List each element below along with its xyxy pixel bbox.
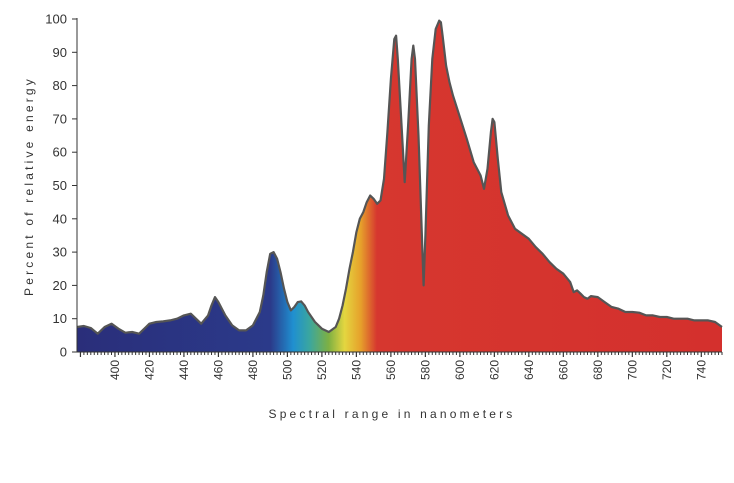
- y-tick-label: 90: [53, 45, 67, 60]
- x-tick-label: 460: [211, 360, 225, 380]
- x-tick-label: 640: [522, 360, 536, 380]
- x-tick-label: 680: [591, 360, 605, 380]
- x-tick-label: 500: [280, 360, 294, 380]
- y-tick-label: 70: [53, 111, 67, 126]
- y-tick-label: 10: [53, 311, 67, 326]
- y-tick-label: 0: [60, 345, 67, 360]
- x-tick-label: 600: [453, 360, 467, 380]
- y-axis-ticks: 0 10 20 30 40 50 60 70 80 90 100: [45, 12, 77, 360]
- x-tick-label: 540: [349, 360, 363, 380]
- x-axis-ticks: 400 420 440 460 480 500 520 540 560 580 600 620 640 6…: [108, 360, 708, 380]
- x-tick-label: 440: [177, 360, 191, 380]
- x-axis-title: Spectral range in nanometers: [268, 407, 515, 421]
- y-tick-label: 40: [53, 211, 67, 226]
- x-tick-label: 620: [487, 360, 501, 380]
- x-tick-label: 740: [694, 360, 708, 380]
- x-tick-label: 520: [315, 360, 329, 380]
- y-tick-label: 60: [53, 145, 67, 160]
- x-tick-label: 660: [556, 360, 570, 380]
- x-tick-label: 400: [108, 360, 122, 380]
- y-tick-label: 80: [53, 78, 67, 93]
- y-tick-label: 50: [53, 178, 67, 193]
- x-tick-label: 700: [625, 360, 639, 380]
- x-tick-label: 560: [384, 360, 398, 380]
- x-minor-ticks: [79, 352, 723, 357]
- x-tick-label: 420: [142, 360, 156, 380]
- spectrum-area: [77, 20, 722, 352]
- spectrum-outline: [76, 19, 723, 335]
- x-tick-label: 480: [246, 360, 260, 380]
- x-tick-label: 720: [660, 360, 674, 380]
- x-tick-label: 580: [418, 360, 432, 380]
- y-axis-title: Percent of relative energy: [22, 76, 36, 296]
- y-tick-label: 20: [53, 278, 67, 293]
- y-tick-label: 30: [53, 245, 67, 260]
- y-tick-label: 100: [45, 12, 67, 27]
